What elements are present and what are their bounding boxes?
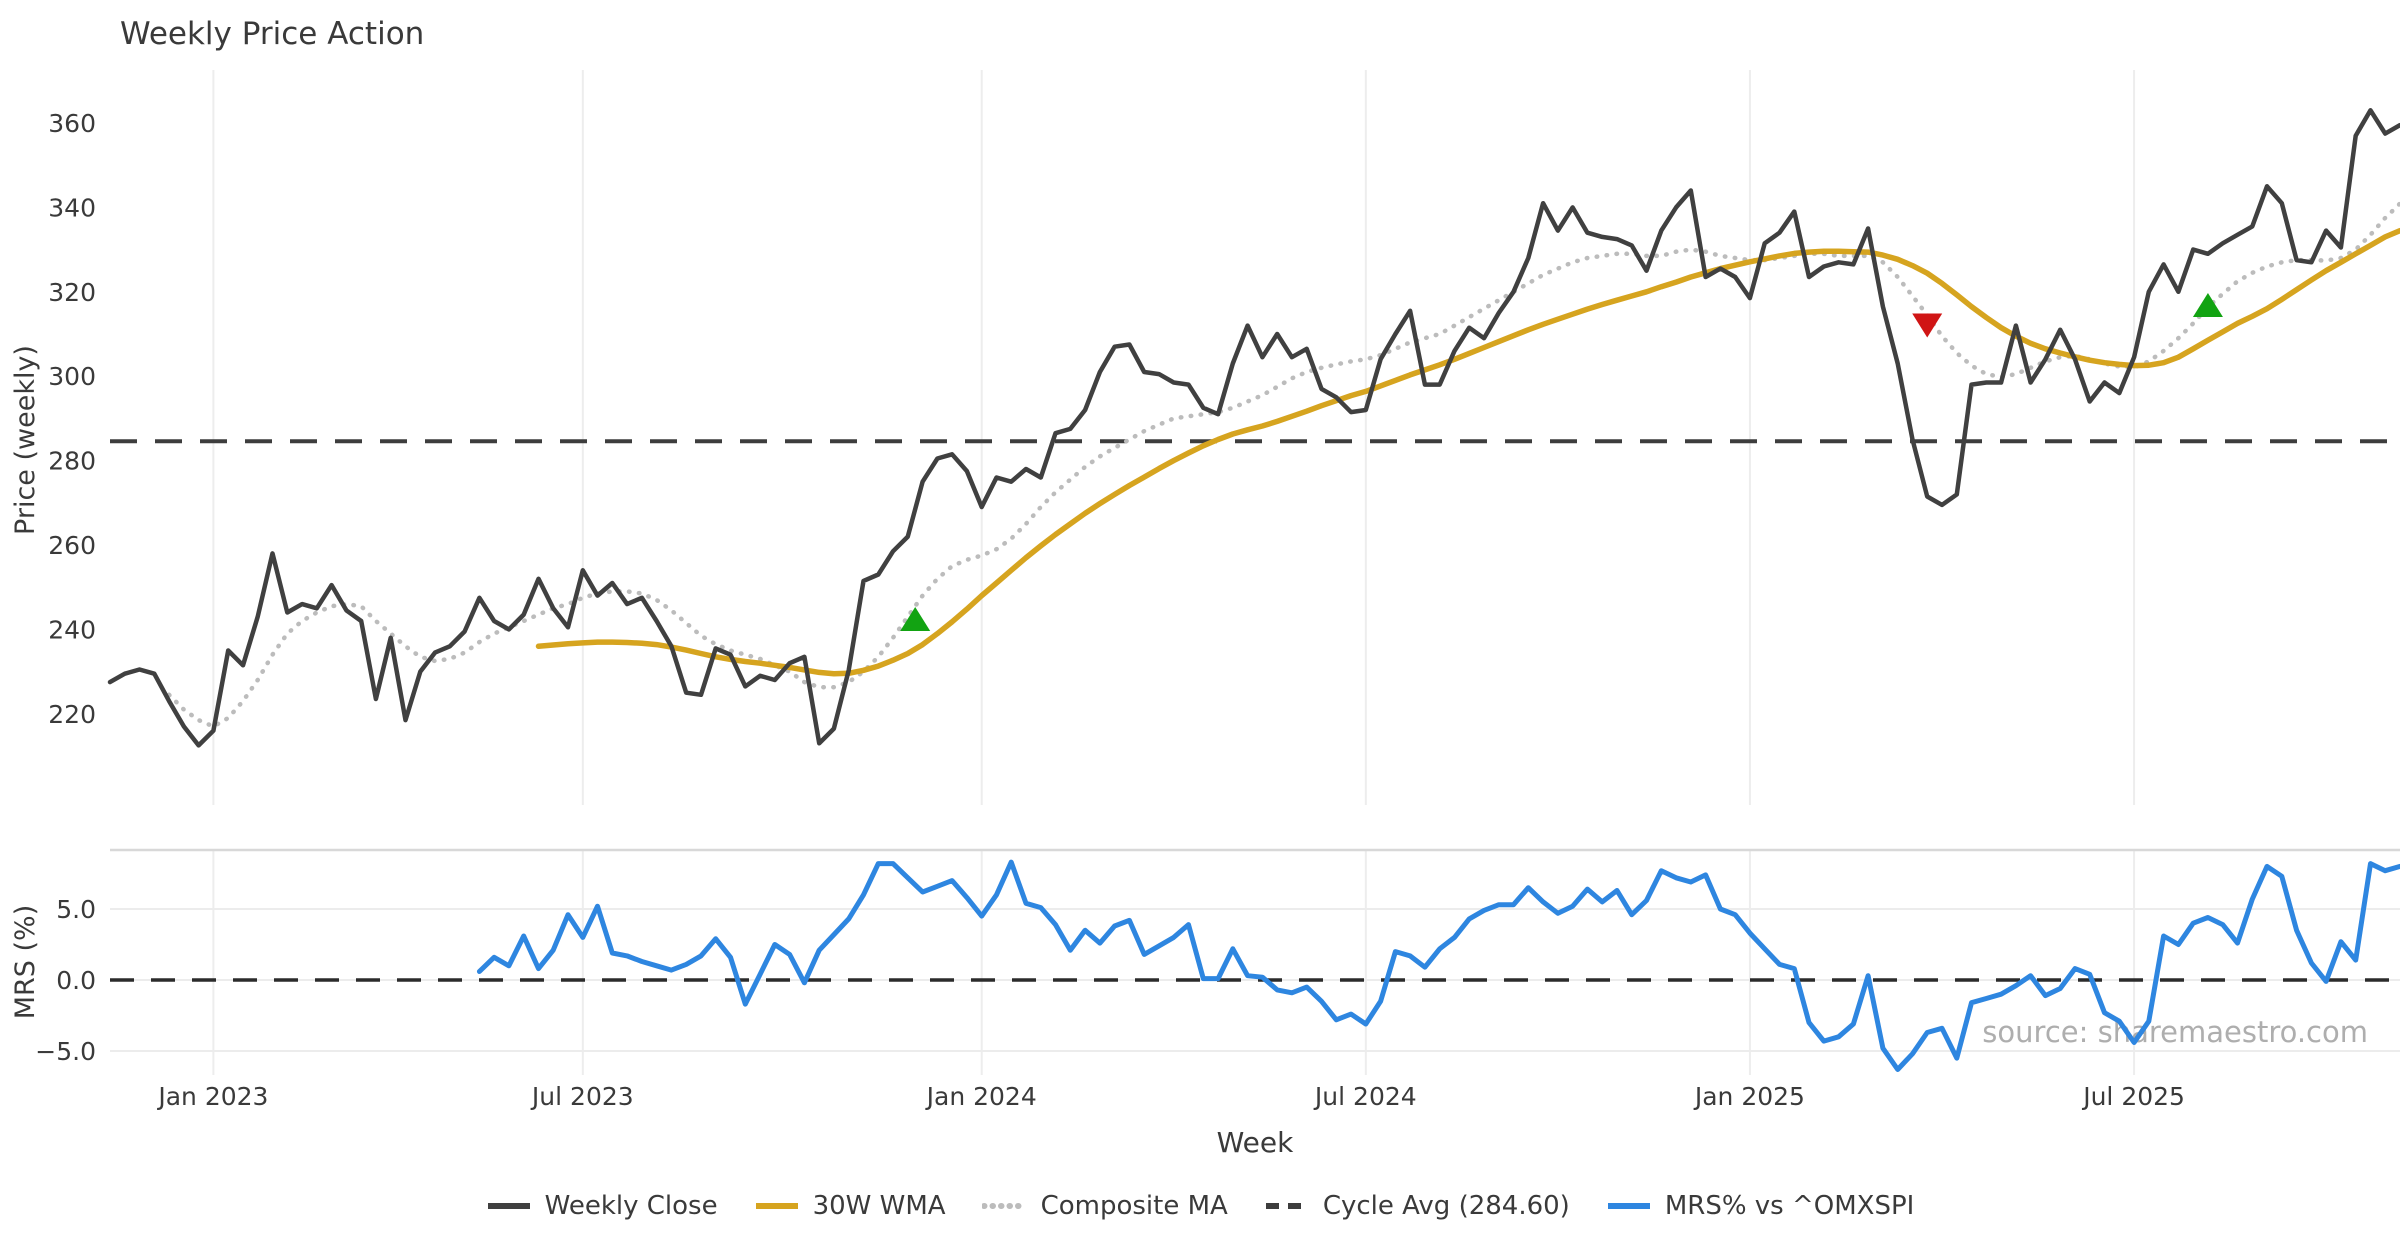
mrs-line <box>476 859 2400 1072</box>
wma-line <box>535 227 2400 677</box>
x-tick-label: Jan 2024 <box>925 1082 1037 1111</box>
composite-ma-line <box>166 201 2400 729</box>
legend-line-swatch <box>981 1203 1028 1209</box>
page-title: Weekly Price Action <box>120 16 424 52</box>
legend-item: 30W WMA <box>754 1191 946 1221</box>
price-tick-label: 240 <box>48 615 96 644</box>
legend-line-swatch <box>755 1203 798 1209</box>
legend-label: Weekly Close <box>544 1191 718 1221</box>
x-tick-label: Jul 2024 <box>1313 1082 1417 1111</box>
mrs-axis-label: MRS (%) <box>10 905 41 1020</box>
price-tick-label: 220 <box>48 700 96 729</box>
legend-label: 30W WMA <box>812 1191 946 1221</box>
price-tick-label: 360 <box>48 109 96 138</box>
legend: Weekly Close 30W WMA Composite MA Cycle Avg… <box>0 1183 2400 1229</box>
price-axis-label: Price (weekly) <box>10 345 41 535</box>
x-axis-label: Week <box>1217 1126 1294 1159</box>
x-tick-label: Jan 2025 <box>1693 1082 1805 1111</box>
price-tick-label: 300 <box>48 362 96 391</box>
tick-labels-layer: 220 240 260 280 300 320 340 360 5.0 0.0 −5.0 Jan 20… <box>35 109 2185 1111</box>
mrs-tick-label: 0.0 <box>56 966 96 995</box>
mrs-tick-label: 5.0 <box>56 895 96 924</box>
legend-label: Composite MA <box>1040 1191 1228 1221</box>
weekly-close-line <box>107 108 2400 748</box>
legend-label: MRS% vs ^OMXSPI <box>1664 1191 1915 1221</box>
legend-line-swatch <box>1607 1203 1650 1209</box>
legend-label: Cycle Avg (284.60) <box>1322 1191 1570 1221</box>
legend-item: Cycle Avg (284.60) <box>1264 1191 1570 1221</box>
gridlines-layer <box>110 70 2400 1075</box>
legend-item: MRS% vs ^OMXSPI <box>1606 1191 1915 1221</box>
legend-item: Composite MA <box>981 1191 1228 1221</box>
x-tick-label: Jul 2023 <box>530 1082 634 1111</box>
series-layer <box>107 108 2400 1072</box>
sell-marker <box>1912 313 1943 338</box>
x-tick-label: Jul 2025 <box>2081 1082 2185 1111</box>
chart-canvas: Weekly Price Action Price (weekly) MRS (… <box>10 16 2400 1159</box>
price-tick-label: 260 <box>48 531 96 560</box>
legend-line-swatch <box>487 1203 530 1209</box>
legend-line-swatch <box>1265 1203 1308 1209</box>
price-tick-label: 320 <box>48 278 96 307</box>
legend-item: Weekly Close <box>486 1191 718 1221</box>
buy-marker <box>900 606 931 631</box>
price-tick-label: 340 <box>48 193 96 222</box>
buy-marker <box>2192 292 2223 317</box>
mrs-tick-label: −5.0 <box>35 1037 96 1066</box>
price-tick-label: 280 <box>48 447 96 476</box>
x-tick-label: Jan 2023 <box>156 1082 268 1111</box>
source-watermark: source: sharemaestro.com <box>1982 1015 2368 1049</box>
